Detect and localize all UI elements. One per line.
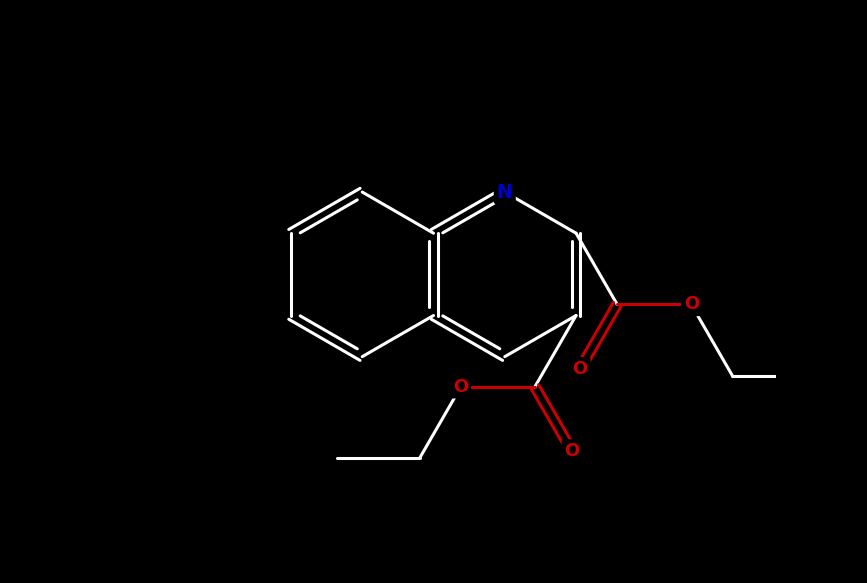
- Text: N: N: [497, 182, 513, 202]
- Text: O: O: [564, 442, 579, 460]
- Text: O: O: [684, 296, 699, 314]
- Text: O: O: [453, 378, 468, 396]
- Text: O: O: [572, 360, 588, 378]
